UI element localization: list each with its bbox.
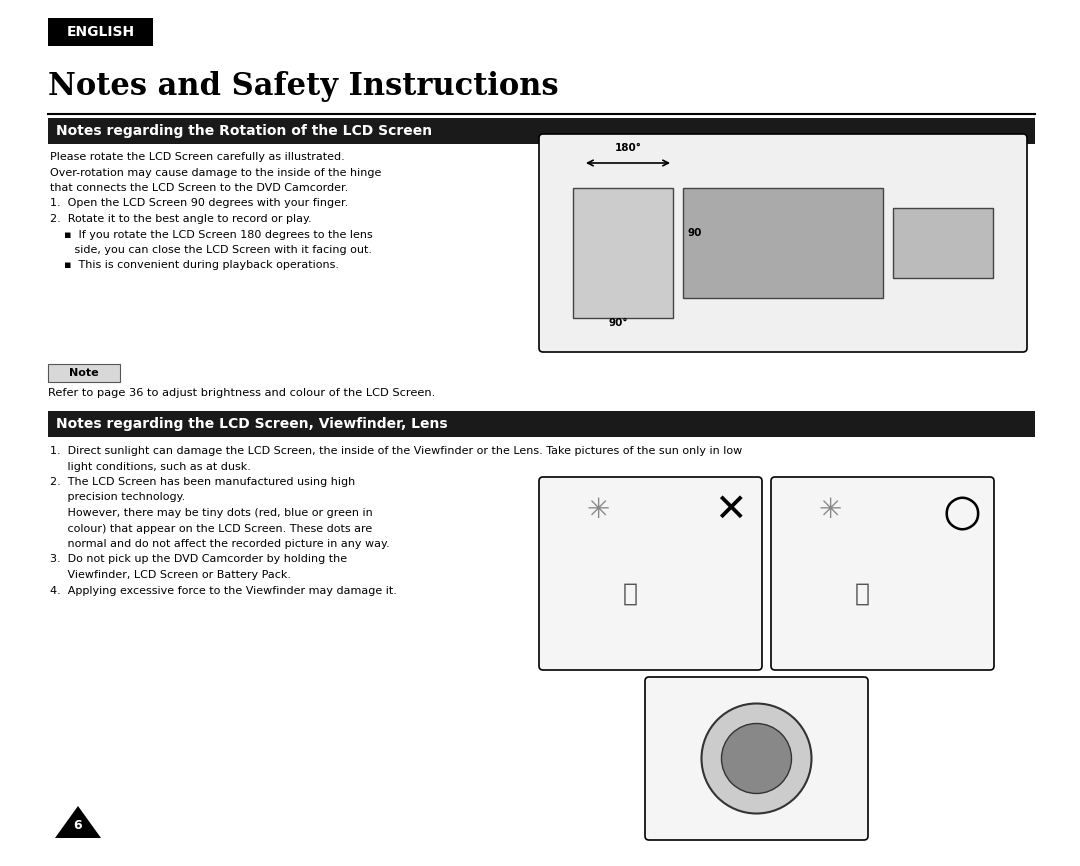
Text: Refer to page 36 to adjust brightness and colour of the LCD Screen.: Refer to page 36 to adjust brightness an… [48,388,435,398]
Text: light conditions, such as at dusk.: light conditions, such as at dusk. [50,462,251,471]
Bar [683,188,883,298]
Text: 1.  Direct sunlight can damage the LCD Screen, the inside of the Viewfinder or t: 1. Direct sunlight can damage the LCD Sc… [50,446,742,456]
Text: Please rotate the LCD Screen carefully as illustrated.: Please rotate the LCD Screen carefully a… [50,152,345,162]
Circle shape [721,723,792,793]
Text: 2.  Rotate it to the best angle to record or play.: 2. Rotate it to the best angle to record… [50,214,312,224]
Text: Over-rotation may cause damage to the inside of the hinge: Over-rotation may cause damage to the in… [50,167,381,178]
Text: 👤: 👤 [855,581,870,605]
Polygon shape [55,806,102,838]
Text: Notes regarding the Rotation of the LCD Screen: Notes regarding the Rotation of the LCD … [56,124,432,138]
FancyBboxPatch shape [771,477,994,670]
Text: 6: 6 [73,819,82,832]
Text: 180°: 180° [615,143,642,153]
Text: colour) that appear on the LCD Screen. These dots are: colour) that appear on the LCD Screen. T… [50,524,373,533]
FancyBboxPatch shape [539,477,762,670]
Text: ENGLISH: ENGLISH [67,25,135,39]
Text: 1.  Open the LCD Screen 90 degrees with your finger.: 1. Open the LCD Screen 90 degrees with y… [50,198,348,209]
Bar [573,188,673,318]
Text: ▪  If you rotate the LCD Screen 180 degrees to the lens: ▪ If you rotate the LCD Screen 180 degre… [50,229,373,240]
Text: 90°: 90° [608,318,627,328]
Text: Notes regarding the LCD Screen, Viewfinder, Lens: Notes regarding the LCD Screen, Viewfind… [56,417,447,431]
Text: 2.  The LCD Screen has been manufactured using high: 2. The LCD Screen has been manufactured … [50,477,355,487]
Bar [48,411,1035,437]
Bar [48,118,1035,144]
Bar [893,208,993,278]
Bar [48,364,120,382]
Text: precision technology.: precision technology. [50,493,186,502]
Text: ▪  This is convenient during playback operations.: ▪ This is convenient during playback ope… [50,261,339,270]
Text: normal and do not affect the recorded picture in any way.: normal and do not affect the recorded pi… [50,539,390,549]
Text: side, you can close the LCD Screen with it facing out.: side, you can close the LCD Screen with … [50,245,372,255]
Text: ○: ○ [943,491,982,534]
Text: ✳: ✳ [819,496,841,524]
Text: ✕: ✕ [714,491,746,529]
Text: Note: Note [69,368,98,378]
FancyBboxPatch shape [645,677,868,840]
FancyBboxPatch shape [539,134,1027,352]
Text: 3.  Do not pick up the DVD Camcorder by holding the: 3. Do not pick up the DVD Camcorder by h… [50,554,347,565]
Text: 👤: 👤 [623,581,638,605]
Bar [48,18,153,46]
Text: Viewfinder, LCD Screen or Battery Pack.: Viewfinder, LCD Screen or Battery Pack. [50,570,291,580]
Text: that connects the LCD Screen to the DVD Camcorder.: that connects the LCD Screen to the DVD … [50,183,348,193]
Text: Notes and Safety Instructions: Notes and Safety Instructions [48,71,558,102]
Text: 4.  Applying excessive force to the Viewfinder may damage it.: 4. Applying excessive force to the Viewf… [50,585,396,596]
Text: ✳: ✳ [586,496,609,524]
Text: However, there may be tiny dots (red, blue or green in: However, there may be tiny dots (red, bl… [50,508,373,518]
Circle shape [702,703,811,813]
Text: 90: 90 [688,228,702,238]
